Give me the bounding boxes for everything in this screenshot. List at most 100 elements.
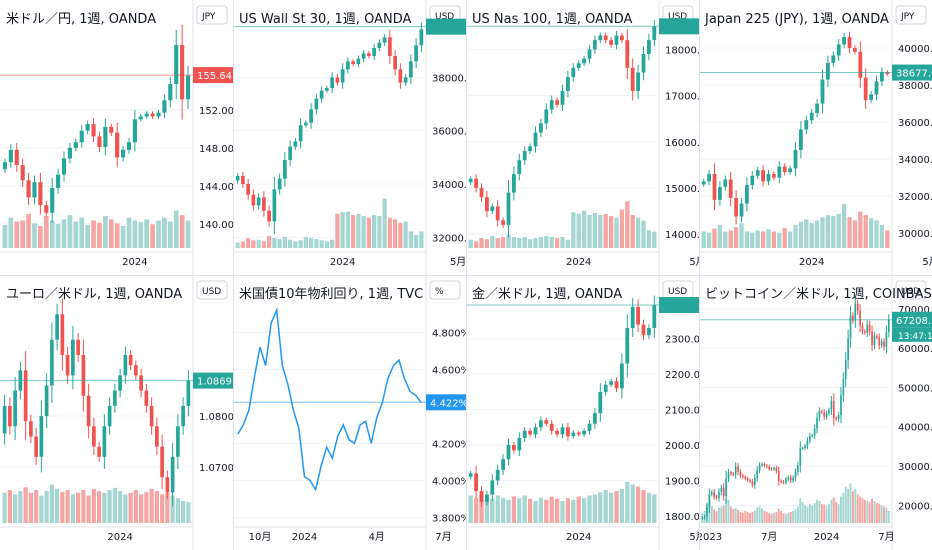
candle-body (811, 435, 814, 437)
candle-body (251, 194, 256, 206)
candle-body (871, 331, 873, 345)
volume-bar (517, 498, 522, 523)
chart-panel-nas100[interactable]: 18000.0 17000.0 16000.0 15000.0 14000.0 USD 20… (466, 0, 699, 275)
chart-panel-jp225[interactable]: 40000.0 38000.0 36000.0 34000.0 32000.0 30000… (699, 0, 932, 275)
volume-bar (587, 495, 592, 523)
volume-bar (132, 220, 138, 248)
volume-bar (65, 490, 70, 523)
candle-body (598, 35, 603, 41)
candle-body (479, 491, 484, 502)
candle-body (522, 430, 527, 438)
volume-bar (554, 498, 560, 523)
chart-svg-nas100[interactable]: 18000.0 17000.0 16000.0 15000.0 14000.0 USD 20… (466, 0, 699, 275)
chart-panel-eurusd[interactable]: 1.080001.07000USD1.0869720245月 ユーロ／米ドル, … (0, 275, 233, 550)
candle-body (144, 390, 149, 406)
chart-svg-eurusd[interactable]: 1.080001.07000USD1.0869720245月 (0, 275, 233, 550)
volume-bar (576, 496, 581, 523)
candle-body (727, 472, 730, 479)
candle-body (44, 385, 49, 417)
volume-bar (102, 492, 107, 523)
volume-bar (625, 481, 630, 523)
volume-bar (784, 514, 787, 523)
chart-title: Japan 225 (JPY), 1週, OANDA (705, 12, 889, 27)
volume-bar (715, 510, 718, 523)
candle-body (495, 206, 500, 221)
chart-panel-btcusd[interactable]: 70000.00 60000.00 50000.00 40000.00 30000.00… (699, 275, 932, 550)
chart-panel-xauusd[interactable]: 2300.000 2200.000 2100.000 2000.000 1900.000… (466, 275, 699, 550)
volume-bar (737, 509, 740, 523)
candle-body (772, 173, 776, 178)
candle-body (123, 355, 128, 376)
chart-panel-usdjpy[interactable]: 152.000 148.000 144.000 140.000 JPY 155.642 20… (0, 0, 233, 275)
candle-body (864, 331, 866, 333)
candle-body (485, 494, 489, 502)
candle-body (372, 48, 376, 56)
candle-body (539, 123, 543, 133)
y-tick-label: 34000.0 (432, 180, 466, 191)
volume-bar (839, 496, 842, 523)
volume-bar (170, 495, 175, 523)
volume-bar (875, 503, 878, 523)
candle-body (571, 67, 576, 78)
volume-bar (38, 226, 43, 248)
candle-body (614, 381, 619, 389)
volume-bar (782, 513, 785, 523)
candle-body (149, 405, 154, 427)
currency-label: JPY (900, 12, 915, 22)
volume-bar (97, 491, 102, 523)
candle-body (126, 142, 132, 150)
volume-bar (356, 213, 361, 248)
candle-body (785, 479, 787, 483)
candle-body (325, 88, 329, 91)
candle-body (703, 516, 706, 518)
candle-body (836, 44, 841, 56)
volume-bar (102, 216, 108, 248)
candle-body (73, 142, 78, 148)
candle-body (825, 413, 828, 417)
volume-bar (603, 213, 608, 248)
chart-title: 米ドル／円, 1週, OANDA (6, 12, 157, 27)
chart-svg-us10y[interactable]: 4.800% 4.600% 4.200% 4.000% 3.800%% 4.422% 10月… (233, 275, 466, 550)
candle-body (186, 380, 191, 406)
volume-bar (484, 239, 490, 248)
chart-panel-us30[interactable]: 38000.0 36000.0 34000.0 32000.0 USD 2024 5月 US… (233, 0, 466, 275)
y-tick-label: 38000.0 (898, 81, 932, 92)
y-tick-label: 2200.000 (665, 370, 699, 381)
volume-bar (713, 509, 716, 523)
volume-bar (727, 499, 730, 523)
countdown-label: 13:47:14 (898, 332, 932, 342)
candle-body (544, 109, 549, 124)
chart-svg-btcusd[interactable]: 70000.00 60000.00 50000.00 40000.00 30000.00… (699, 275, 932, 550)
volume-bar (798, 221, 804, 248)
volume-bar (739, 223, 744, 248)
volume-bar (267, 235, 272, 248)
volume-bar (746, 512, 749, 523)
volume-bar (8, 217, 14, 248)
chart-svg-jp225[interactable]: 40000.0 38000.0 36000.0 34000.0 32000.0 30000… (699, 0, 932, 275)
x-tick-label: 7月 (435, 531, 451, 543)
candle-body (56, 174, 61, 188)
candle-body (706, 507, 708, 517)
chart-svg-usdjpy[interactable]: 152.000 148.000 144.000 140.000 JPY 155.642 20… (0, 0, 233, 275)
volume-bar (619, 209, 625, 248)
volume-bar (138, 222, 144, 248)
candle-body (38, 182, 43, 206)
chart-svg-xauusd[interactable]: 2300.000 2200.000 2100.000 2000.000 1900.000… (466, 275, 699, 550)
volume-bar (61, 219, 67, 248)
volume-bar (484, 496, 490, 523)
candle-body (55, 314, 59, 340)
chart-svg-us30[interactable]: 38000.0 36000.0 34000.0 32000.0 USD 2024 5月 (233, 0, 466, 275)
candle-body (652, 26, 657, 41)
y-tick-label: 32000.0 (898, 192, 932, 203)
candle-body (830, 400, 833, 411)
candle-body (79, 130, 84, 143)
candle-body (576, 432, 581, 435)
volume-bar (598, 215, 603, 248)
candle-body (723, 179, 728, 187)
y-tick-label: 18000.0 (665, 45, 699, 56)
volume-bar (246, 238, 251, 248)
candle-body (139, 375, 143, 391)
candle-body (587, 423, 592, 431)
chart-panel-us10y[interactable]: 4.800% 4.600% 4.200% 4.000% 3.800%% 4.422% 10月… (233, 275, 466, 550)
volume-bar (554, 238, 560, 248)
